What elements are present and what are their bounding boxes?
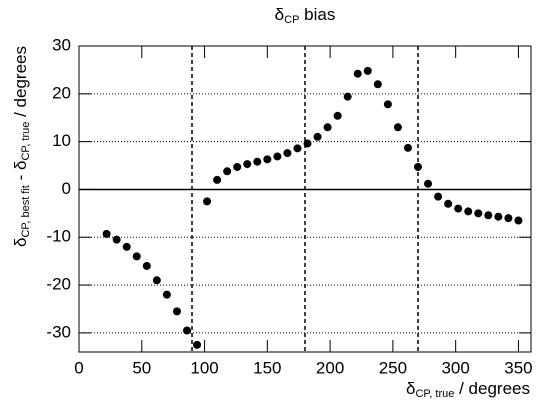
point	[273, 152, 282, 161]
x-tick-label: 250	[379, 358, 407, 377]
point	[424, 179, 433, 188]
x-tick-label: 100	[190, 358, 218, 377]
point	[102, 229, 111, 238]
x-tick-label: 150	[253, 358, 281, 377]
point	[494, 212, 503, 221]
y-tick-label: 10	[52, 131, 71, 150]
y-tick-label: 0	[62, 179, 71, 198]
point	[193, 340, 202, 349]
x-tick-label: 300	[441, 358, 469, 377]
x-tick-label: 50	[132, 358, 151, 377]
y-axis-label: δCP, best fit - δCP, true / degrees	[11, 46, 31, 247]
point	[373, 80, 382, 89]
point	[403, 143, 412, 152]
point	[383, 100, 392, 109]
point	[243, 160, 252, 169]
point	[323, 123, 332, 132]
point	[162, 290, 171, 299]
point	[484, 211, 493, 220]
point	[464, 207, 473, 216]
y-tick-label: 20	[52, 83, 71, 102]
y-tick-label: 30	[52, 35, 71, 54]
point	[303, 139, 312, 148]
point	[434, 192, 443, 201]
x-tick-label: 350	[504, 358, 532, 377]
x-tick-label: 200	[316, 358, 344, 377]
point	[172, 307, 181, 316]
point	[233, 162, 242, 171]
point	[213, 175, 222, 184]
y-tick-label: -10	[46, 227, 71, 246]
y-tick-label: -30	[46, 322, 71, 341]
point	[343, 92, 352, 101]
point	[454, 204, 463, 213]
point	[444, 199, 453, 208]
point	[474, 209, 483, 218]
point	[263, 155, 272, 164]
point	[293, 144, 302, 153]
point	[132, 252, 141, 261]
point	[283, 149, 292, 158]
chart-title: δCP bias	[275, 5, 336, 25]
point	[414, 162, 422, 171]
point	[363, 66, 372, 75]
x-tick-label: 0	[74, 358, 83, 377]
point	[353, 69, 362, 78]
point	[152, 276, 161, 285]
point	[253, 157, 262, 166]
y-tick-label: -20	[46, 275, 71, 294]
point	[504, 214, 513, 223]
point	[514, 216, 523, 225]
point	[122, 242, 131, 251]
point	[203, 197, 212, 206]
point	[313, 132, 322, 141]
point	[393, 123, 402, 132]
point	[142, 261, 151, 270]
point	[223, 167, 232, 176]
point	[333, 111, 342, 120]
plot-frame	[78, 45, 532, 353]
x-axis-label: δCP, true / degrees	[406, 379, 530, 399]
point	[112, 235, 121, 244]
point	[182, 326, 191, 335]
